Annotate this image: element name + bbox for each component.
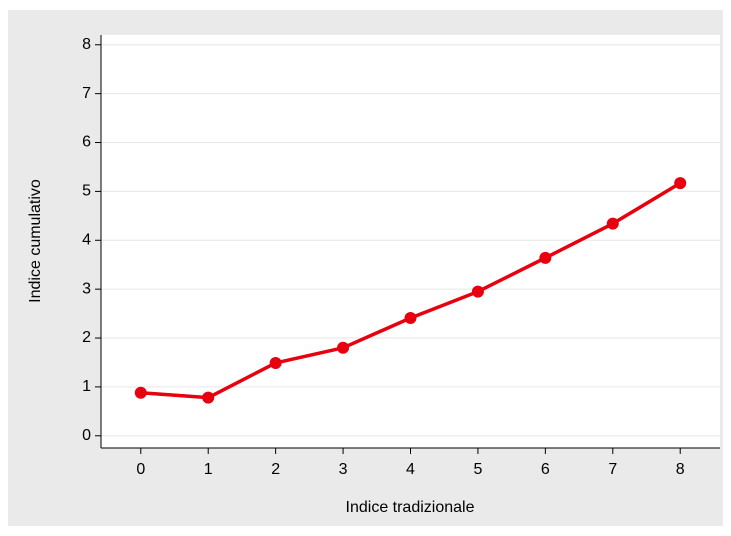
y-tick-label: 8: [82, 36, 91, 53]
y-tick-label: 4: [82, 231, 91, 248]
x-tick-label: 4: [406, 461, 415, 478]
y-tick-label: 5: [82, 183, 91, 200]
y-axis-label: Indice cumulativo: [27, 179, 44, 303]
marker: [202, 391, 215, 404]
y-tick-label: 2: [82, 329, 91, 346]
marker: [471, 285, 484, 298]
x-axis-label: Indice tradizionale: [346, 499, 475, 516]
x-tick-label: 7: [608, 461, 617, 478]
x-tick-label: 0: [136, 461, 145, 478]
y-tick-label: 1: [82, 378, 91, 395]
plot-region: [101, 35, 720, 448]
y-tick-label: 0: [82, 427, 91, 444]
x-tick-label: 6: [541, 461, 550, 478]
y-tick-label: 7: [82, 85, 91, 102]
marker: [269, 356, 282, 369]
marker: [337, 341, 350, 354]
y-tick-label: 3: [82, 280, 91, 297]
marker: [134, 386, 147, 399]
x-tick-label: 8: [676, 461, 685, 478]
x-tick-label: 1: [204, 461, 213, 478]
marker: [606, 217, 619, 230]
marker: [404, 311, 417, 324]
y-tick-label: 6: [82, 134, 91, 151]
x-tick-label: 5: [473, 461, 482, 478]
marker: [674, 177, 687, 190]
marker: [539, 251, 552, 264]
x-tick-label: 2: [271, 461, 280, 478]
x-tick-label: 3: [339, 461, 348, 478]
